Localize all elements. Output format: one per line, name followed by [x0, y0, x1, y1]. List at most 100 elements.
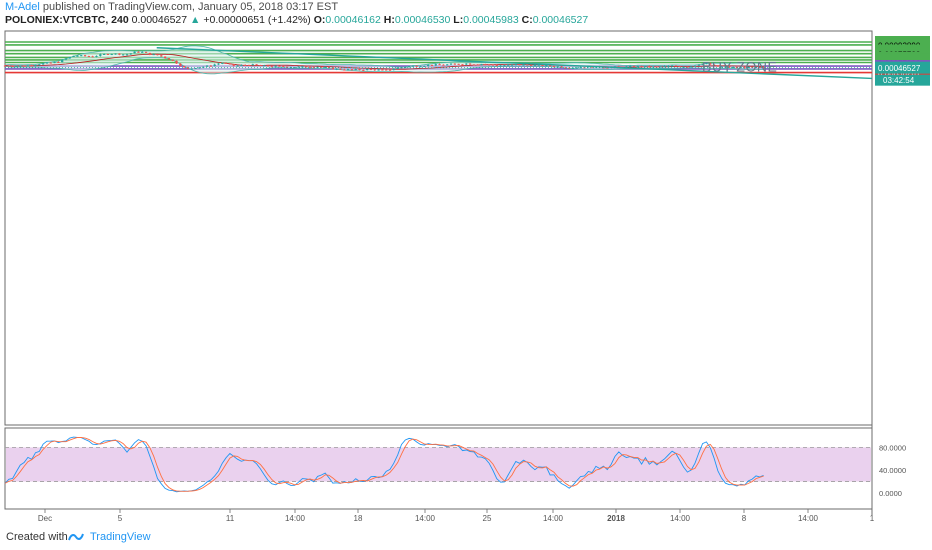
candle-body [346, 69, 350, 71]
candle-body [701, 63, 704, 65]
candle-body [644, 66, 647, 68]
candle-body [754, 66, 758, 68]
candle-body [442, 64, 445, 66]
candle-body [141, 51, 144, 53]
candle-body [152, 54, 155, 56]
candle-body [438, 64, 441, 66]
time-tick-label: 5 [118, 514, 123, 523]
candle-body [388, 69, 392, 71]
candle-body [480, 64, 483, 66]
candle-body [686, 66, 689, 68]
candle-body [301, 66, 304, 68]
candle-body [381, 69, 384, 71]
candle-body [205, 65, 209, 67]
symbol-label: POLONIEX:VTCBTC, 240 [5, 14, 129, 26]
candle-body [244, 64, 247, 66]
candle-body [514, 64, 517, 66]
time-tick-label: 14:00 [670, 514, 691, 523]
bollinger-fill [5, 45, 764, 74]
candle-body [282, 65, 285, 67]
candle-body [285, 66, 289, 68]
candle-body [312, 67, 315, 69]
candle-body [53, 62, 56, 64]
candle-body [411, 65, 415, 67]
close-value: 0.00046527 [532, 14, 589, 26]
tradingview-logo-icon [68, 533, 84, 541]
candle-body [518, 64, 521, 66]
candle-body [655, 66, 659, 68]
candle-body [510, 64, 514, 66]
candle-body [125, 54, 129, 56]
candle-body [194, 68, 197, 70]
candle-body [236, 65, 239, 67]
candle-body [537, 64, 540, 66]
candle-body [137, 51, 140, 53]
candle-body [106, 53, 110, 55]
tradingview-brand-link[interactable]: TradingView [90, 531, 151, 543]
candle-body [350, 69, 354, 71]
candle-body [144, 51, 148, 53]
candle-body [731, 67, 735, 69]
candle-body [7, 65, 10, 67]
bollinger-basis [4, 53, 764, 70]
current-price-tag [875, 61, 930, 74]
candle-body [522, 64, 525, 66]
candle-body [491, 64, 495, 66]
candle-body [110, 54, 113, 56]
candle-body [495, 65, 498, 67]
candle-body [263, 65, 266, 67]
candle-body [87, 56, 91, 58]
candle-body [488, 64, 491, 66]
candle-body [335, 68, 338, 70]
candle-body [373, 69, 376, 71]
candle-body [697, 64, 700, 66]
time-tick-label: 14:00 [543, 514, 564, 523]
candle-body [602, 67, 605, 69]
candle-body [632, 66, 636, 68]
candle-body [30, 65, 33, 67]
candle-body [129, 53, 132, 55]
candle-body [274, 65, 277, 67]
candle-body [160, 55, 163, 57]
candle-body [339, 68, 342, 70]
candle-body [122, 54, 125, 56]
candle-body [255, 64, 258, 66]
candle-body [213, 64, 216, 67]
candle-body [251, 64, 254, 66]
candle-body [148, 52, 152, 55]
published-text: published on TradingView.com, January 05… [42, 1, 339, 13]
candle-body [606, 67, 609, 69]
stoch-tick-label: 80.0000 [879, 443, 906, 452]
time-tick-label: 11 [226, 514, 235, 523]
author-link[interactable]: M-Adel [5, 1, 40, 13]
countdown-tag [875, 74, 930, 86]
stoch-k-line [4, 436, 764, 493]
candle-body [217, 63, 220, 65]
candle-body [434, 64, 437, 66]
candle-body [629, 66, 632, 68]
time-tick-label: 25 [483, 514, 492, 523]
candle-body [83, 55, 87, 57]
candle-body [407, 66, 411, 68]
candle-body [716, 65, 720, 67]
candle-body [15, 65, 18, 67]
candle-body [190, 68, 193, 70]
candle-body [45, 62, 49, 64]
candle-body [404, 67, 407, 69]
candle-body [224, 62, 228, 64]
candle-body [640, 66, 643, 68]
stoch-d-line [4, 436, 764, 492]
candle-body [57, 62, 60, 64]
candle-body [209, 65, 212, 67]
candle-body [133, 51, 136, 54]
candle-body [423, 65, 426, 67]
open-label: O: [313, 14, 326, 26]
high-label: H: [383, 14, 395, 26]
ohlc-line: POLONIEX:VTCBTC, 240 0.00046527 ▲ +0.000… [5, 14, 588, 26]
candle-body [99, 54, 102, 56]
candle-body [735, 67, 739, 69]
candle-body [461, 64, 464, 66]
candle-body [568, 67, 571, 69]
candle-body [476, 64, 479, 66]
